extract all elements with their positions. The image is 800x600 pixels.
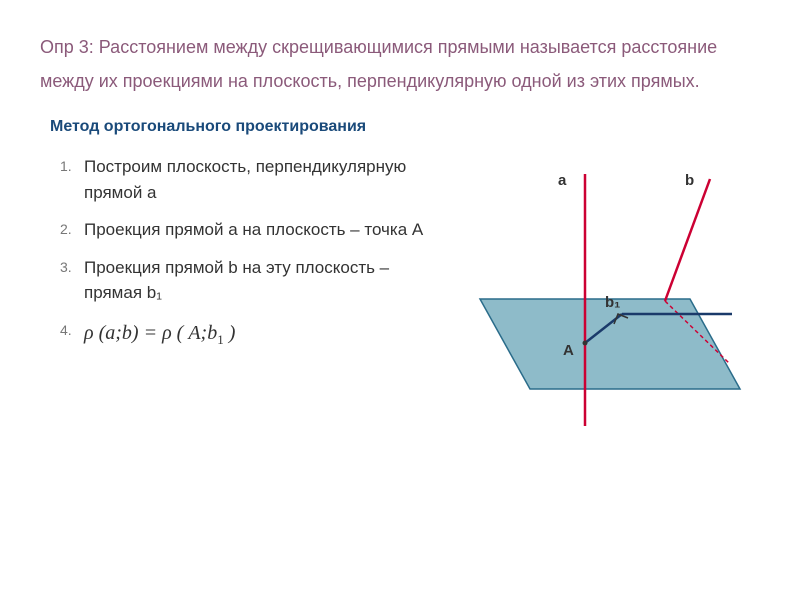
line-b-top bbox=[665, 179, 710, 301]
content-area: 1. Построим плоскость, перпендикулярную … bbox=[40, 154, 760, 434]
step-number: 2. bbox=[60, 217, 84, 243]
step-item: 3. Проекция прямой b на эту плоскость – … bbox=[60, 255, 430, 306]
formula-part: ) bbox=[224, 322, 236, 344]
label-a: a bbox=[558, 172, 566, 189]
step-text: Построим плоскость, перпендикулярную пря… bbox=[84, 154, 430, 205]
step-number: 3. bbox=[60, 255, 84, 306]
steps-list: 1. Построим плоскость, перпендикулярную … bbox=[40, 154, 430, 434]
step-item: 2. Проекция прямой а на плоскость – точк… bbox=[60, 217, 430, 243]
step-number: 4. bbox=[60, 318, 84, 350]
step-item: 1. Построим плоскость, перпендикулярную … bbox=[60, 154, 430, 205]
step-text: Проекция прямой а на плоскость – точка А bbox=[84, 217, 430, 243]
label-b: b bbox=[685, 172, 694, 189]
geometry-diagram: a b b₁ A bbox=[450, 154, 760, 434]
step-number: 1. bbox=[60, 154, 84, 205]
step-text: Проекция прямой b на эту плоскость – пря… bbox=[84, 255, 430, 306]
label-b1: b₁ bbox=[605, 294, 620, 311]
plane-shape bbox=[480, 299, 740, 389]
formula-part: ρ (a;b) = ρ ( A;b bbox=[84, 322, 217, 344]
label-point-a: A bbox=[563, 342, 574, 359]
definition-title: Опр 3: Расстоянием между скрещивающимися… bbox=[40, 30, 760, 98]
method-subtitle: Метод ортогонального проектирования bbox=[50, 118, 760, 136]
point-a bbox=[583, 341, 588, 346]
step-item: 4. ρ (a;b) = ρ ( A;b1 ) bbox=[60, 318, 430, 350]
formula: ρ (a;b) = ρ ( A;b1 ) bbox=[84, 318, 430, 350]
